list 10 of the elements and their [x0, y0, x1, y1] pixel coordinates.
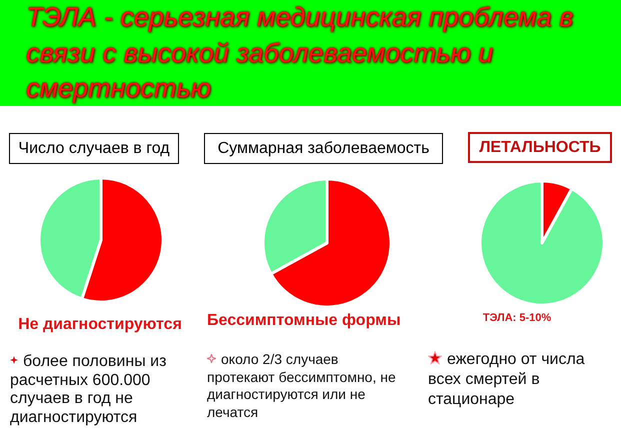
chart-title: ЛЕТАЛЬНОСТЬ — [479, 138, 601, 156]
text: более половины из расчетных 600.000 случаев в год не диагностируются — [10, 353, 166, 426]
text: около 2/3 случаев протекают бессимптомно, не диагностируются или не лечатся — [207, 351, 396, 420]
chart-title: Число случаев в год — [18, 140, 170, 158]
text: Бессимптомные формы — [207, 312, 401, 329]
text: Не диагностируются — [18, 316, 182, 333]
chart-title: Суммарная заболеваемость — [218, 140, 430, 158]
text: ежегодно от числа всех смертей в стационаре — [428, 351, 585, 408]
text: ТЭЛА - серьезная медицинская проблема в связи с высокой заболеваемостью и смертностью — [26, 1, 574, 105]
text: ТЭЛА: 5-10% — [482, 312, 552, 324]
